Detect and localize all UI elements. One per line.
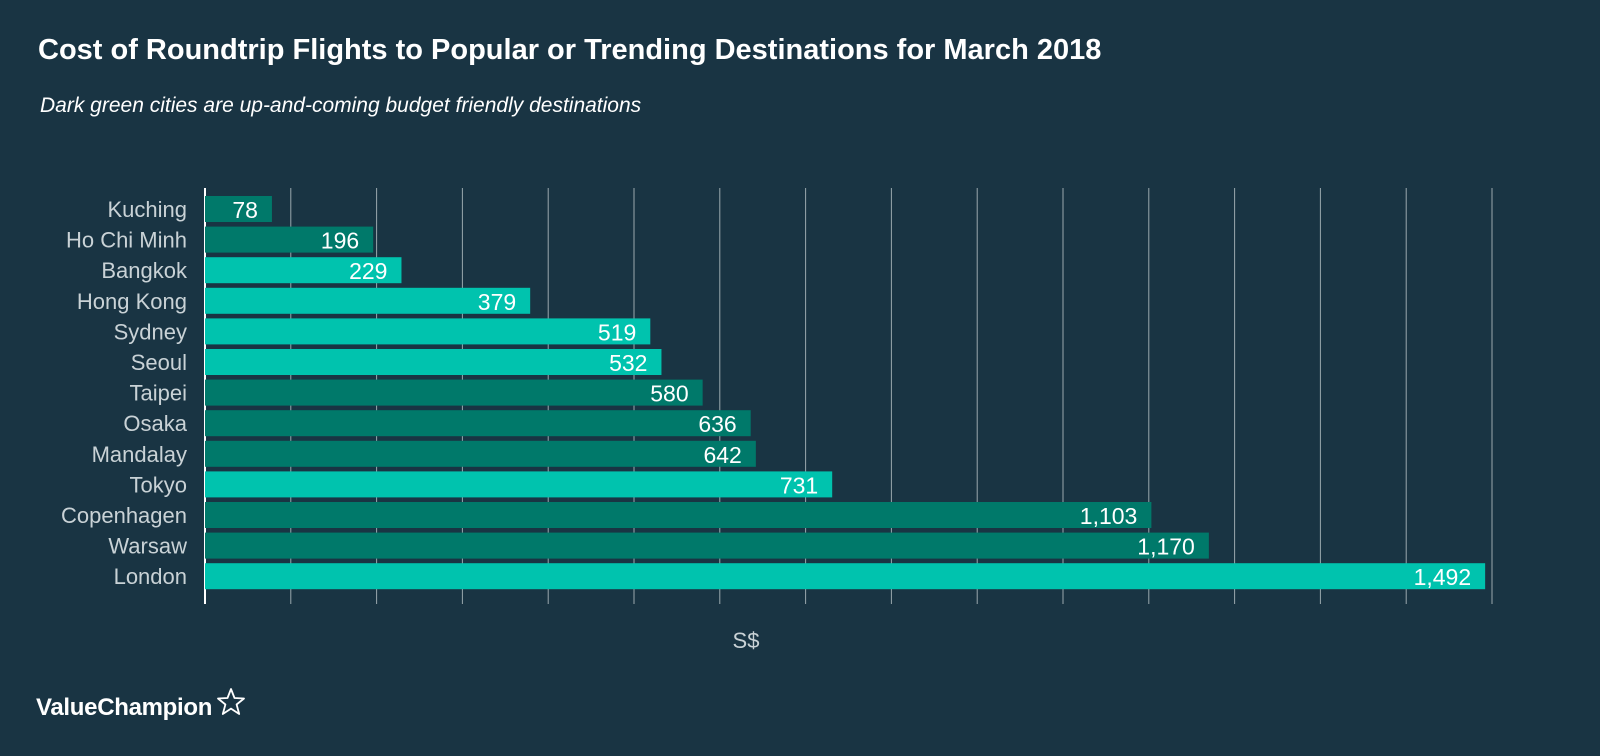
value-label: 519 (598, 319, 636, 345)
bar-london (205, 563, 1486, 590)
bar-sydney (205, 318, 651, 345)
bars (205, 196, 1486, 590)
category-label: Copenhagen (61, 503, 187, 528)
category-label: Bangkok (101, 258, 188, 283)
chart-subtitle: Dark green cities are up-and-coming budg… (40, 94, 642, 117)
bar-mandalay (205, 440, 756, 467)
value-label: 731 (780, 472, 818, 498)
category-label: Osaka (123, 411, 187, 436)
value-label: 642 (703, 442, 741, 468)
value-label: 1,492 (1414, 564, 1472, 590)
chart-title: Cost of Roundtrip Flights to Popular or … (38, 34, 1102, 66)
category-label: Warsaw (108, 534, 187, 559)
category-label: Sydney (114, 319, 187, 344)
bar-tokyo (205, 471, 833, 498)
category-label: Ho Chi Minh (66, 228, 187, 253)
value-label: 1,170 (1137, 534, 1195, 560)
logo-text: ValueChampion (36, 694, 213, 721)
bar-warsaw (205, 532, 1209, 559)
category-label: Kuching (107, 197, 187, 222)
bar-osaka (205, 410, 751, 437)
category-label: Hong Kong (77, 289, 187, 314)
bar-ho-chi-minh (205, 226, 374, 253)
bar-kuching (205, 196, 272, 222)
valuechampion-logo: ValueChampion (36, 687, 246, 722)
category-label: Tokyo (130, 472, 187, 497)
bar-bangkok (205, 257, 402, 284)
bar-taipei (205, 379, 703, 406)
category-labels: Kuching Ho Chi Minh Bangkok Hong Kong Sydney… (61, 197, 188, 589)
value-label: 78 (232, 197, 258, 223)
bar-seoul (205, 349, 662, 375)
category-label: Seoul (131, 350, 187, 375)
category-label: Taipei (130, 381, 187, 406)
value-label: 532 (609, 350, 647, 376)
value-label: 379 (478, 289, 516, 315)
value-label: 580 (650, 381, 688, 407)
star-outline-icon (216, 687, 246, 722)
x-axis-label: S$ (733, 628, 760, 653)
value-label: 229 (349, 258, 387, 284)
category-label: London (114, 564, 187, 589)
value-label: 1,103 (1080, 503, 1138, 529)
value-label: 636 (698, 411, 736, 437)
category-label: Mandalay (92, 442, 187, 467)
value-label: 196 (321, 228, 359, 254)
bar-copenhagen (205, 502, 1152, 528)
bar-hong-kong (205, 287, 531, 314)
